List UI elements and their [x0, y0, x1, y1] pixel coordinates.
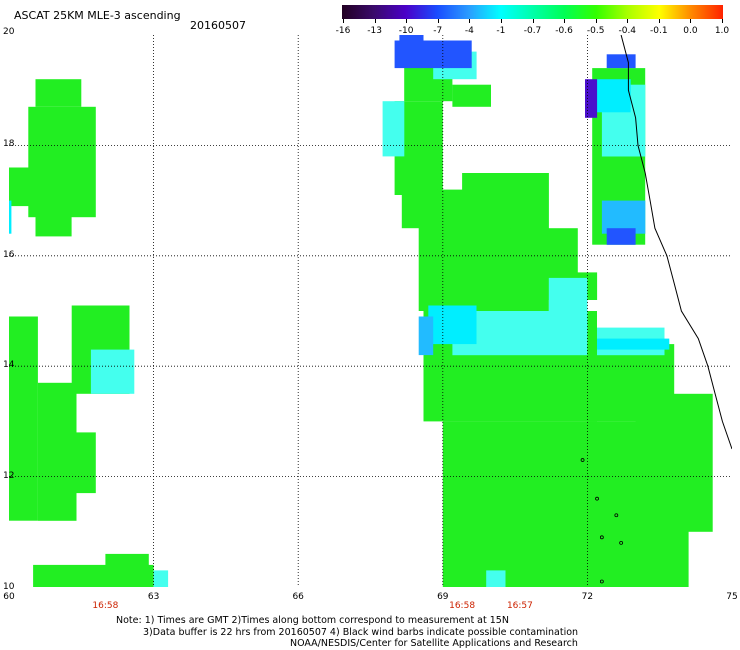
- latitude-label: 10: [3, 582, 15, 592]
- colorbar-tick-label: 1.0: [714, 26, 730, 36]
- longitude-label: 72: [581, 592, 594, 602]
- latitude-label: 14: [3, 360, 15, 371]
- colorbar-tick: [658, 19, 660, 23]
- wind-cell: [601, 200, 646, 234]
- longitude-label: 69: [437, 592, 449, 602]
- colorbar-tick: [690, 19, 692, 23]
- colorbar-tick-label: -0.7: [523, 26, 542, 36]
- island: [619, 540, 624, 545]
- colorbar-tick: [500, 19, 502, 23]
- wind-cell: [597, 79, 631, 113]
- colorbar-tick: [406, 19, 408, 23]
- colorbar-tick-label: -16: [335, 26, 351, 36]
- colorbar-tick-label: -0.4: [618, 26, 637, 36]
- colorbar-tick: [437, 19, 439, 23]
- pass-time-label: 16:58: [92, 601, 119, 611]
- longitude-label: 75: [726, 592, 738, 602]
- wind-cell: [28, 106, 96, 218]
- latitude-label: 20: [3, 27, 15, 37]
- footnote-credit: NOAA/NESDIS/Center for Satellite Applica…: [290, 638, 578, 649]
- longitude-label: 63: [147, 592, 160, 602]
- wind-cell: [486, 570, 506, 587]
- wind-cell: [105, 553, 149, 568]
- colorbar-tick-label: -7: [433, 26, 443, 36]
- coastline: [620, 35, 732, 450]
- colorbar: [342, 5, 723, 19]
- colorbar-tick-label: -13: [367, 26, 382, 36]
- map-grid: [9, 35, 732, 587]
- wind-cell: [399, 35, 424, 52]
- wind-cell: [418, 316, 434, 356]
- island: [580, 458, 585, 462]
- wind-cell: [153, 570, 169, 587]
- wind-cell: [9, 200, 12, 234]
- colorbar-tick: [532, 19, 534, 23]
- longitude-label: 66: [292, 592, 304, 602]
- wind-cell: [37, 382, 77, 521]
- pass-time-label: 16:58: [449, 601, 476, 611]
- product-date: 20160507: [190, 19, 246, 32]
- latitude-label: 16: [3, 249, 15, 260]
- colorbar-tick-label: -0.5: [586, 26, 605, 36]
- colorbar-tick-label: -10: [398, 26, 414, 36]
- coastal-islands: [580, 458, 624, 584]
- colorbar-tick-label: -0.1: [650, 26, 668, 36]
- wind-cell: [35, 211, 72, 237]
- wind-cell: [606, 228, 636, 245]
- colorbar-tick-label: 0.0: [683, 26, 698, 36]
- wind-cell: [548, 277, 588, 334]
- colorbar-tick: [469, 19, 471, 23]
- wind-cell: [35, 79, 82, 107]
- wind-cell: [9, 167, 38, 207]
- scatterometer-swaths: [9, 35, 713, 587]
- longitude-label: 60: [3, 592, 15, 602]
- wind-cell: [606, 54, 636, 69]
- wind-cell: [33, 564, 154, 587]
- latitude-label: 18: [3, 139, 15, 150]
- colorbar-tick: [722, 19, 723, 23]
- wind-cell: [382, 101, 405, 157]
- wind-cell: [9, 316, 38, 521]
- wind-cell: [90, 349, 135, 394]
- colorbar-tick: [627, 19, 629, 23]
- pass-time-label: 16:57: [506, 601, 533, 611]
- wind-cell: [76, 432, 96, 494]
- colorbar-tick: [343, 19, 344, 23]
- wind-cell: [635, 393, 713, 532]
- island: [599, 535, 604, 540]
- wind-cell: [428, 305, 477, 345]
- product-title: ASCAT 25KM MLE-3 ascending: [14, 9, 181, 22]
- colorbar-tick-label: -1: [496, 26, 506, 36]
- island: [614, 513, 619, 518]
- colorbar-tick-label: -4: [464, 26, 474, 36]
- wind-cell: [597, 338, 670, 350]
- colorbar-tick-label: -0.6: [555, 26, 573, 36]
- colorbar-tick: [374, 19, 376, 23]
- island: [595, 496, 599, 501]
- colorbar-tick: [595, 19, 597, 23]
- footnote-line-2: 3)Data buffer is 22 hrs from 20160507 4)…: [143, 627, 579, 638]
- latitude-label: 12: [3, 470, 15, 481]
- colorbar-tick: [564, 19, 566, 23]
- wind-cell: [585, 79, 598, 118]
- footnote-line-1: Note: 1) Times are GMT 2)Times along bot…: [116, 615, 509, 626]
- island: [599, 579, 604, 584]
- wind-cell: [452, 84, 491, 107]
- map-plot: [9, 35, 732, 587]
